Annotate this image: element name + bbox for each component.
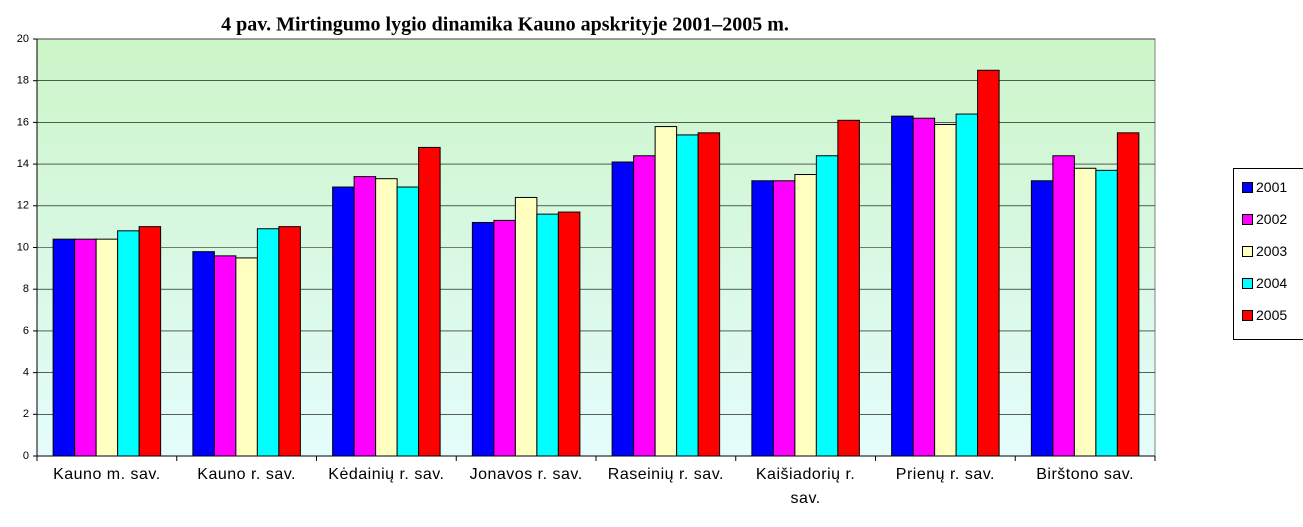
- x-tick-label: Raseinių r. sav.: [607, 466, 724, 483]
- legend-swatch: [1242, 277, 1253, 289]
- x-tick-label: Kaišiadorių r. sav.: [755, 466, 856, 507]
- y-tick-label: 20: [17, 33, 29, 45]
- bar: [934, 123, 957, 457]
- bar: [192, 251, 215, 457]
- y-tick-label: 0: [23, 450, 29, 462]
- y-tick-label: 2: [23, 408, 29, 420]
- bar: [611, 161, 635, 457]
- bar: [471, 221, 495, 457]
- legend-swatch: [1242, 309, 1253, 321]
- bar: [52, 238, 76, 457]
- bar: [256, 228, 280, 457]
- legend-swatch: [1242, 181, 1253, 193]
- bar: [837, 119, 860, 457]
- x-tick-label: Birštono sav.: [1036, 466, 1135, 483]
- legend: 2001 2002 2003 2004 2005: [1233, 168, 1303, 340]
- bar: [955, 113, 979, 457]
- legend-item: 2002: [1242, 211, 1287, 227]
- bar: [213, 255, 237, 457]
- bar: [654, 126, 678, 457]
- bar: [815, 155, 839, 457]
- bar: [375, 178, 398, 457]
- bar: [138, 226, 162, 457]
- y-tick-label: 4: [23, 367, 29, 379]
- legend-item: 2005: [1242, 307, 1287, 323]
- bar: [493, 219, 516, 457]
- x-tick-label: Kėdainių r. sav.: [328, 466, 445, 483]
- legend-item: 2001: [1242, 179, 1287, 195]
- chart-title: 4 pav. Mirtingumo lygio dinamika Kauno a…: [221, 14, 789, 36]
- bar: [1116, 132, 1140, 457]
- bar: [891, 115, 914, 457]
- bar: [977, 69, 1000, 457]
- bar: [1073, 167, 1097, 457]
- legend-label: 2004: [1256, 275, 1288, 291]
- bar: [235, 257, 258, 457]
- y-tick-label: 8: [23, 283, 29, 295]
- y-tick-label: 16: [17, 116, 29, 128]
- y-tick-label: 10: [17, 241, 29, 253]
- bar: [95, 238, 119, 457]
- bar: [676, 134, 699, 457]
- bar: [514, 196, 538, 457]
- bar: [1052, 155, 1075, 457]
- bar: [536, 213, 559, 457]
- bar: [278, 226, 301, 457]
- y-tick-label: 6: [23, 325, 29, 337]
- bar: [418, 146, 441, 457]
- legend-item: 2003: [1242, 243, 1287, 259]
- legend-label: 2002: [1256, 211, 1288, 227]
- bar: [697, 132, 721, 457]
- bar: [332, 186, 355, 457]
- legend-swatch: [1242, 245, 1253, 257]
- bar: [751, 180, 774, 457]
- legend-label: 2005: [1256, 307, 1288, 323]
- legend-item: 2004: [1242, 275, 1287, 291]
- bar: [633, 155, 656, 457]
- y-tick-label: 14: [17, 158, 29, 170]
- legend-swatch: [1242, 213, 1253, 225]
- bar: [912, 117, 936, 457]
- legend-label: 2003: [1256, 243, 1288, 259]
- bar: [1095, 169, 1118, 457]
- bar: [74, 238, 97, 457]
- y-tick-label: 12: [17, 200, 29, 212]
- bar: [1030, 180, 1054, 457]
- x-tick-label: Kauno r. sav.: [197, 466, 296, 483]
- y-tick-label: 18: [17, 75, 29, 87]
- bar: [353, 176, 377, 457]
- x-tick-label: Prienų r. sav.: [895, 466, 995, 483]
- bar: [772, 180, 796, 457]
- x-tick-label: Kauno m. sav.: [53, 466, 161, 483]
- legend-label: 2001: [1256, 179, 1288, 195]
- x-tick-label: Jonavos r. sav.: [469, 466, 583, 483]
- bar: [396, 186, 420, 457]
- bar: [557, 211, 581, 457]
- bar: [794, 174, 817, 457]
- bar: [117, 230, 140, 457]
